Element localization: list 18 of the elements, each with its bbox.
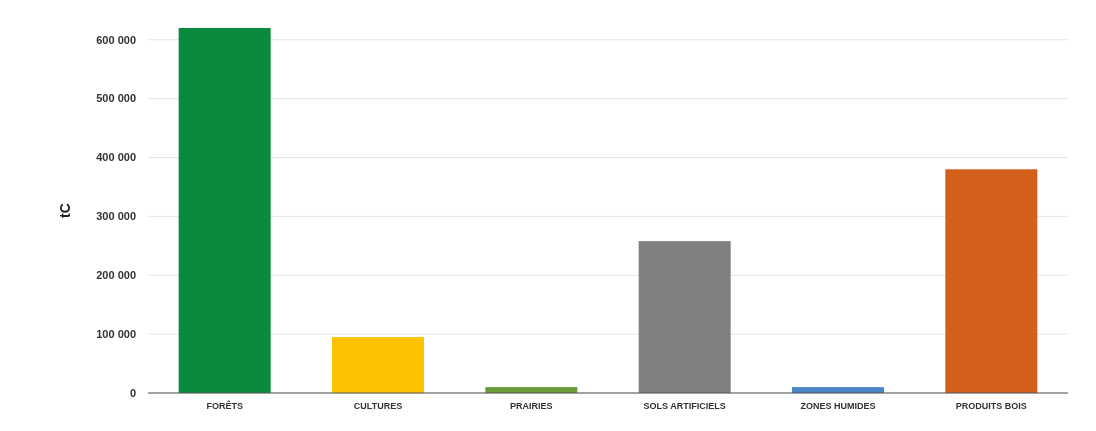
y-tick-label: 300 000 (96, 210, 136, 223)
y-tick-label: 100 000 (96, 327, 136, 340)
y-tick-label: 600 000 (96, 33, 136, 46)
y-tick-label: 400 000 (96, 151, 136, 164)
bar (945, 169, 1038, 393)
bar (638, 241, 731, 393)
bar (332, 337, 424, 393)
y-tick-label: 0 (129, 386, 136, 399)
y-tick-label: 500 000 (96, 92, 136, 105)
x-tick-label: SOLS ARTIFICIELS (643, 401, 726, 411)
y-tick-label: 200 000 (96, 269, 136, 282)
y-axis-title: tC (57, 203, 73, 218)
x-tick-label: PRODUITS BOIS (955, 401, 1027, 411)
x-tick-label: CULTURES (353, 401, 403, 411)
bar (178, 28, 271, 393)
x-tick-label: ZONES HUMIDES (800, 401, 876, 411)
x-tick-label: FORÊTS (206, 400, 243, 411)
x-tick-label: PRAIRIES (510, 401, 553, 411)
